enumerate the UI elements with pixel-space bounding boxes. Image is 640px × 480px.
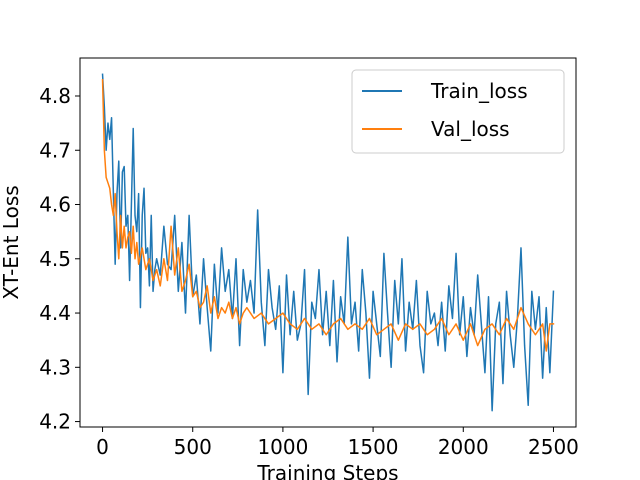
y-axis-label: XT-Ent Loss: [0, 185, 23, 299]
y-tick-label: 4.2: [39, 410, 71, 434]
legend-label-train-loss: Train_loss: [430, 79, 528, 103]
x-axis: 0 500 1000 1500 2000 2500: [96, 427, 579, 459]
y-tick-label: 4.4: [39, 301, 71, 325]
series-layer: [101, 73, 555, 412]
plot-frame: [79, 57, 577, 428]
x-tick-label: 2000: [438, 435, 489, 459]
x-tick-label: 2500: [528, 435, 579, 459]
y-tick-label: 4.8: [39, 84, 71, 108]
x-tick-label: 1500: [348, 435, 399, 459]
x-tick-label: 0: [96, 435, 109, 459]
x-tick-label: 1000: [257, 435, 308, 459]
y-tick-label: 4.6: [39, 193, 71, 217]
series-line-val-loss: [101, 78, 555, 352]
legend-box: [351, 69, 565, 154]
y-tick-label: 4.7: [39, 138, 71, 162]
x-tick-label: 500: [174, 435, 212, 459]
y-tick-label: 4.5: [39, 247, 71, 271]
x-axis-label: Training Steps: [256, 461, 398, 480]
legend: Train_loss Val_loss: [351, 69, 565, 154]
legend-label-val-loss: Val_loss: [431, 117, 510, 141]
y-tick-label: 4.3: [39, 355, 71, 379]
y-axis: 4.2 4.3 4.4 4.5 4.6 4.7 4.8: [39, 84, 80, 434]
